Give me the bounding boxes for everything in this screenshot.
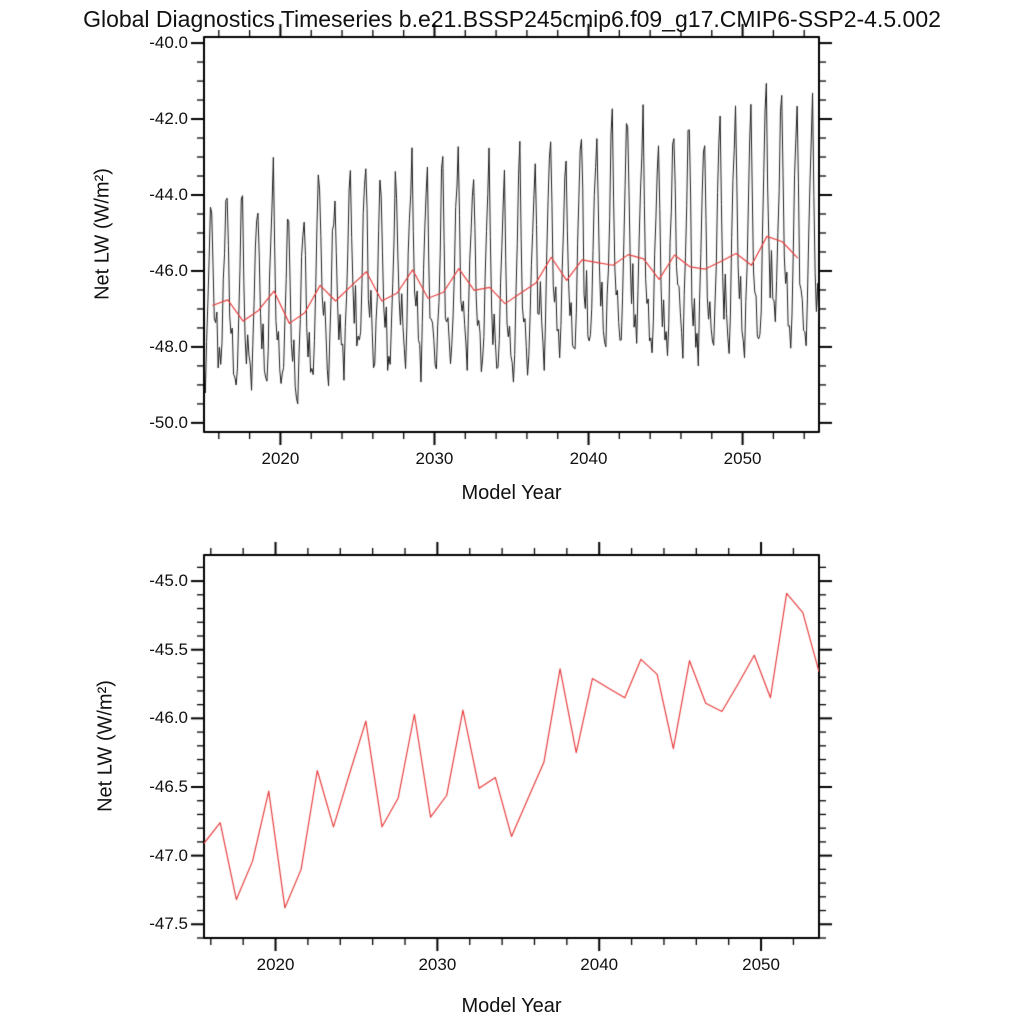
y-tick-label: -40.0 <box>149 33 188 53</box>
x-axis-title-top-panel: Model Year <box>461 482 562 504</box>
x-tick-label: 2050 <box>723 449 762 468</box>
y-tick-label: -45.5 <box>149 639 188 659</box>
x-tick-label: 2050 <box>742 955 780 974</box>
y-tick-label: -45.0 <box>149 571 188 591</box>
y-axis-title-bottom-panel: Net LW (W/m²) <box>94 680 117 812</box>
y-tick-label: -46.0 <box>149 260 188 280</box>
y-tick-label: -42.0 <box>149 109 188 129</box>
x-tick-label: 2020 <box>261 449 300 468</box>
x-tick-label: 2040 <box>580 955 619 974</box>
x-tick-label: 2040 <box>569 449 608 468</box>
y-tick-label: -46.5 <box>149 776 188 796</box>
y-axis-title-top-panel: Net LW (W/m²) <box>91 168 114 300</box>
y-tick-label: -50.0 <box>149 412 188 432</box>
y-tick-label: -47.5 <box>149 914 188 934</box>
y-tick-label: -46.0 <box>149 708 188 728</box>
x-axis-title-bottom-panel: Model Year <box>461 995 562 1017</box>
y-tick-label: -48.0 <box>149 336 188 356</box>
x-tick-label: 2030 <box>415 449 454 468</box>
y-tick-label: -47.0 <box>149 845 188 865</box>
x-tick-label: 2030 <box>418 955 457 974</box>
x-tick-label: 2020 <box>256 955 295 974</box>
y-tick-label: -44.0 <box>149 185 188 204</box>
